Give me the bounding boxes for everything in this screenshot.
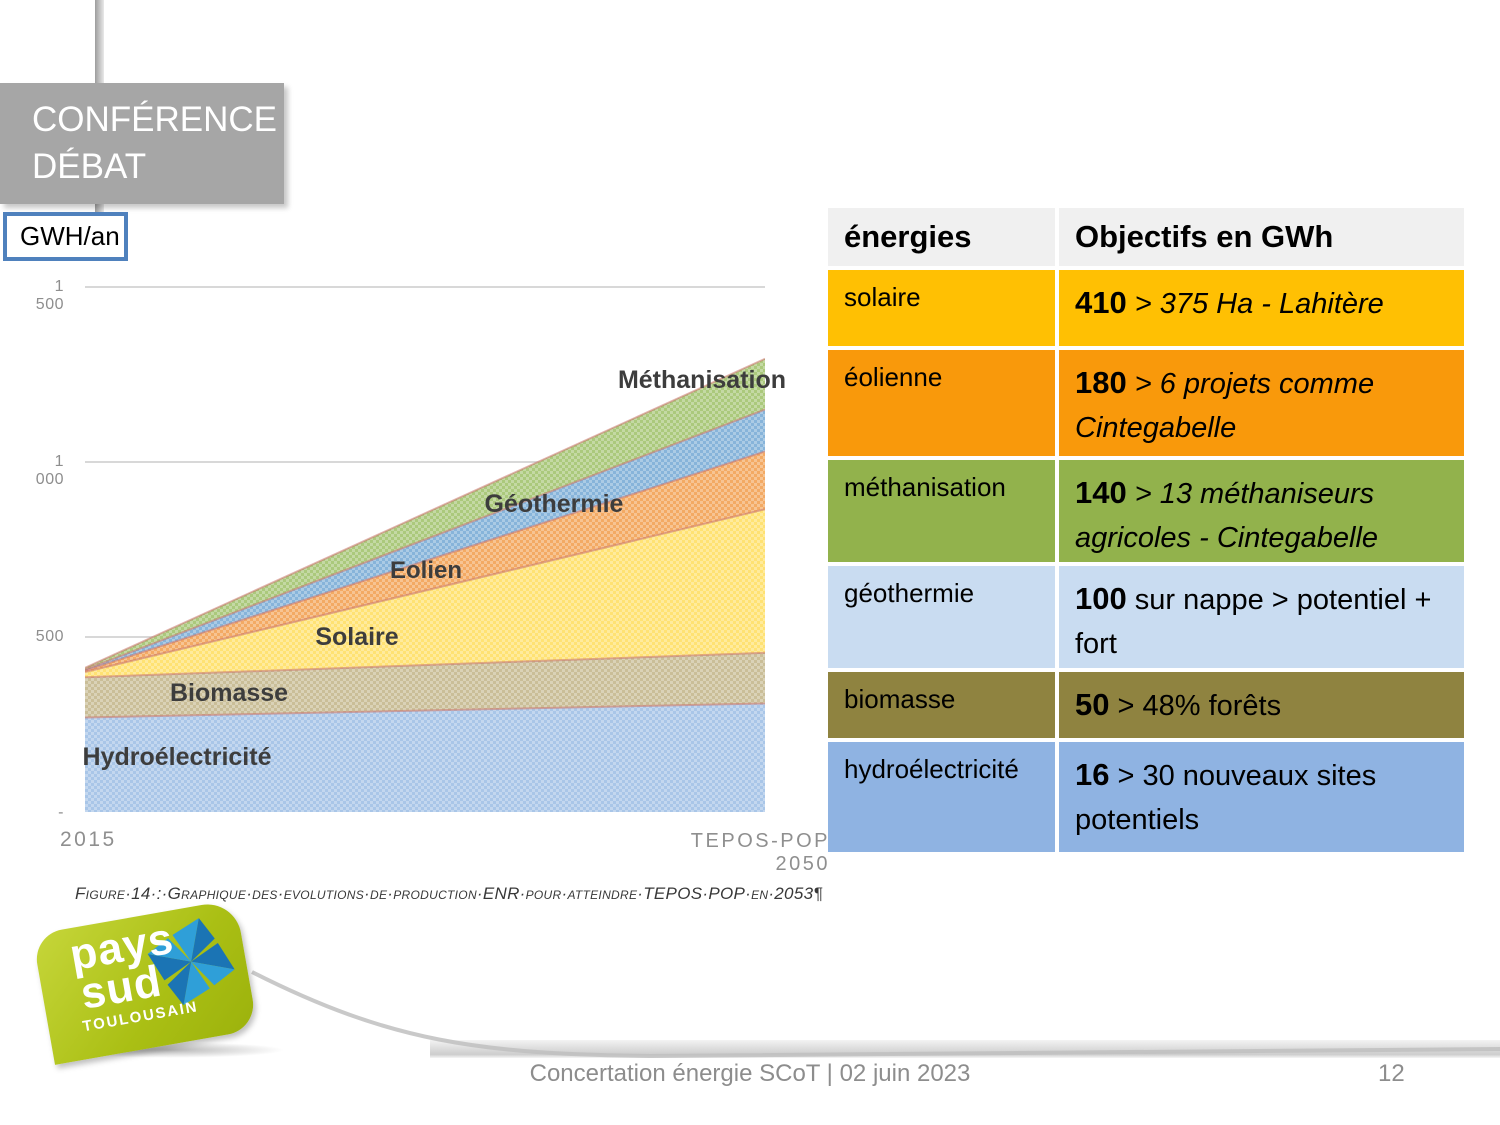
- figure-caption: Figure·14·:·Graphique·des·evolutions·de·…: [75, 884, 823, 903]
- pinwheel-icon: [147, 918, 235, 1006]
- table-row-biomasse-energy: biomasse: [828, 672, 1055, 738]
- table-row-solaire-energy: solaire: [828, 270, 1055, 346]
- x-tick-2015: 2015: [60, 828, 117, 851]
- energy-production-chart: - 500 1 000 1 500 Méthanisation Géotherm…: [30, 270, 840, 875]
- unit-label: GWH/an: [20, 221, 120, 251]
- y-tick-1000: 1 000: [35, 453, 64, 488]
- objective-value: 180: [1075, 365, 1127, 400]
- area-label-biomasse: Biomasse: [169, 679, 289, 707]
- y-tick-500: 500: [35, 628, 64, 645]
- table-row-solaire-objective: 410 > 375 Ha - Lahitère: [1059, 270, 1464, 346]
- objective-value: 140: [1075, 475, 1127, 510]
- table-header-objectifs: Objectifs en GWh: [1059, 208, 1464, 266]
- objective-value: 50: [1075, 687, 1110, 722]
- table-row-biomasse-objective: 50 > 48% forêts: [1059, 672, 1464, 738]
- area-label-eolien: Eolien: [389, 557, 462, 584]
- table-row-methanisation-objective: 140 > 13 méthaniseurs agricoles - Cintega…: [1059, 460, 1464, 562]
- slide-title-line2: DÉBAT: [32, 146, 147, 186]
- area-label-methanisation: Méthanisation: [617, 366, 787, 394]
- slide-title-line1: CONFÉRENCE: [32, 100, 278, 139]
- table-row-eolienne-energy: éolienne: [828, 350, 1055, 456]
- objectives-table: énergies Objectifs en GWh solaire 410 > 3…: [828, 208, 1464, 852]
- table-row-eolienne-objective: 180 > 6 projets comme Cintegabelle: [1059, 350, 1464, 456]
- objective-detail: > 48% forêts: [1117, 690, 1282, 722]
- table-row-geothermie-objective: 100 sur nappe > potentiel + fort: [1059, 566, 1464, 668]
- page-number: 12: [1378, 1060, 1405, 1087]
- unit-label-box: GWH/an: [3, 212, 128, 261]
- y-tick-0: -: [58, 804, 64, 821]
- table-row-geothermie-energy: géothermie: [828, 566, 1055, 668]
- table-row-hydroelectricite-energy: hydroélectricité: [828, 742, 1055, 852]
- table-row-hydroelectricite-objective: 16 > 30 nouveaux sites potentiels: [1059, 742, 1464, 852]
- objective-detail: > 30 nouveaux sites potentiels: [1075, 760, 1377, 836]
- objective-value: 410: [1075, 285, 1127, 320]
- area-label-solaire: Solaire: [315, 623, 399, 651]
- logo-text: pays sud TOULOUSAIN: [66, 914, 199, 1035]
- pays-sud-toulousain-logo: pays sud TOULOUSAIN: [32, 899, 258, 1065]
- objective-value: 100: [1075, 581, 1127, 616]
- objective-detail: > 6 projets comme Cintegabelle: [1075, 368, 1375, 444]
- objective-detail: sur nappe > potentiel + fort: [1075, 584, 1432, 660]
- slide-title-box: CONFÉRENCE DÉBAT: [0, 83, 284, 204]
- y-tick-1500: 1 500: [35, 278, 64, 313]
- table-row-methanisation-energy: méthanisation: [828, 460, 1055, 562]
- objective-detail: > 375 Ha - Lahitère: [1134, 288, 1384, 320]
- area-label-geothermie: Géothermie: [484, 490, 624, 518]
- objective-detail: > 13 méthaniseurs agricoles - Cintegabel…: [1075, 478, 1379, 554]
- stacked-area-plot: [85, 286, 765, 812]
- table-header-energies: énergies: [828, 208, 1055, 266]
- area-label-hydroelectricite: Hydroélectricité: [82, 743, 272, 771]
- objective-value: 16: [1075, 757, 1110, 792]
- x-tick-tepos-pop-2050: TEPOS-POP 2050: [690, 830, 830, 875]
- footer-text: Concertation énergie SCoT | 02 juin 2023: [529, 1060, 971, 1087]
